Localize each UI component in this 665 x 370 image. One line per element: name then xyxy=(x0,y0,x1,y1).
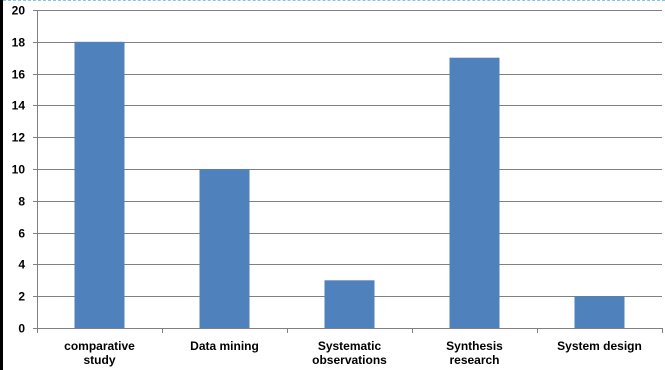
y-tick-label: 0 xyxy=(18,322,25,336)
x-category-label-line: study xyxy=(83,353,115,367)
x-category-label: Data mining xyxy=(190,339,259,353)
x-category-label-line: System design xyxy=(557,339,642,353)
y-tick-label: 20 xyxy=(12,4,26,18)
y-tick-label: 10 xyxy=(12,163,26,177)
x-category-label: Systematic observations xyxy=(312,339,387,367)
bar xyxy=(324,280,375,328)
x-category-label-line: Synthesis xyxy=(446,339,503,353)
bar xyxy=(449,57,500,328)
y-tick-label: 18 xyxy=(12,36,26,50)
x-category-label-line: research xyxy=(449,353,499,367)
y-tick-label: 6 xyxy=(18,227,25,241)
y-tick-labels: 0 2 4 6 8 10 12 14 16 18 20 xyxy=(12,4,26,336)
gridlines xyxy=(37,10,662,297)
x-category-label: Synthesis research xyxy=(446,339,503,367)
x-category-label-line: comparative xyxy=(64,339,135,353)
y-tick-label: 16 xyxy=(12,68,26,82)
y-tick-label: 8 xyxy=(18,195,25,209)
axes xyxy=(33,10,663,333)
x-category-label-line: Systematic xyxy=(318,339,382,353)
chart-frame-top-border xyxy=(3,0,665,3)
bar xyxy=(574,296,625,328)
x-category-label: System design xyxy=(557,339,642,353)
bar xyxy=(199,169,250,328)
y-tick-label: 12 xyxy=(12,131,26,145)
chart-frame-left-border xyxy=(0,0,3,370)
y-tick-label: 2 xyxy=(18,290,25,304)
x-category-label: comparative study xyxy=(64,339,135,367)
y-tick-label: 14 xyxy=(12,99,26,113)
y-tick-label: 4 xyxy=(18,258,25,272)
x-category-labels: comparative study Data mining Systematic obs… xyxy=(64,339,642,367)
x-category-label-line: observations xyxy=(312,353,387,367)
x-category-label-line: Data mining xyxy=(190,339,259,353)
bar xyxy=(74,41,125,329)
bars xyxy=(74,41,625,329)
